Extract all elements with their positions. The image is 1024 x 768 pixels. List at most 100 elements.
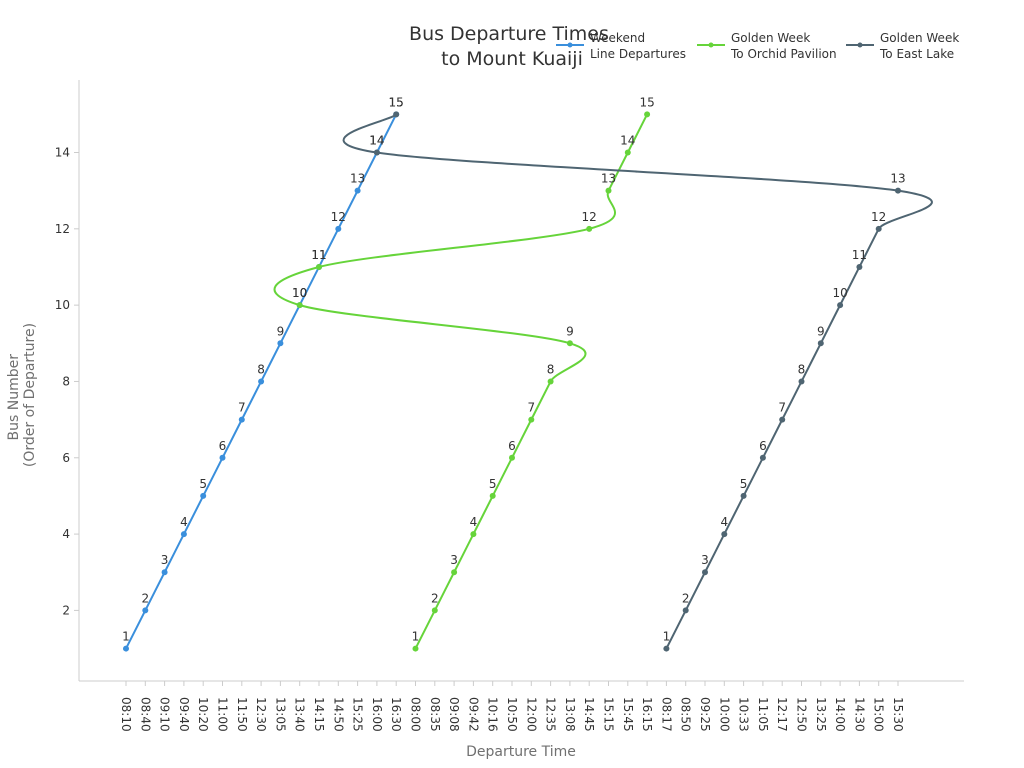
- data-point: [123, 645, 129, 652]
- x-tick-label: 12:35: [544, 697, 558, 732]
- data-label: 10: [292, 286, 307, 300]
- x-tick-label: 11:00: [216, 697, 230, 732]
- x-tick-label: 08:00: [409, 697, 423, 732]
- data-label: 3: [701, 553, 709, 567]
- data-label: 8: [257, 362, 265, 376]
- data-point: [875, 225, 882, 232]
- data-label: 13: [350, 172, 365, 186]
- legend-item-3: Golden Week To East Lake: [846, 31, 959, 61]
- x-tick-label: 11:50: [235, 697, 249, 732]
- data-label: 10: [832, 286, 847, 300]
- x-tick-label: 13:25: [814, 697, 828, 732]
- data-point: [528, 416, 535, 423]
- x-tick-label: 10:00: [717, 697, 731, 732]
- y-tick-label: 2: [62, 603, 70, 617]
- x-axis-title: Departure Time: [466, 744, 576, 760]
- x-tick-label: 08:40: [138, 697, 152, 732]
- data-point: [470, 531, 477, 538]
- legend-item-2: Golden Week To Orchid Pavilion: [697, 31, 837, 61]
- svg-text:Bus Number (Order of Dep: Bus Number (Order of Departure): [6, 323, 38, 467]
- x-tick-label: 08:17: [659, 697, 673, 732]
- data-label: 1: [663, 630, 671, 644]
- data-label: 5: [740, 477, 748, 491]
- data-label: 8: [798, 362, 806, 376]
- data-label: 11: [311, 248, 326, 262]
- y-tick-label: 10: [55, 298, 70, 312]
- data-point: [373, 149, 380, 156]
- data-point: [798, 378, 805, 385]
- x-tick-label: 12:50: [795, 697, 809, 732]
- x-tick-label: 14:00: [833, 697, 847, 732]
- data-label: 4: [720, 515, 728, 529]
- data-label: 2: [682, 591, 690, 605]
- x-tick-label: 09:25: [698, 697, 712, 732]
- data-label: 14: [369, 134, 384, 148]
- x-tick-label: 15:25: [351, 697, 365, 732]
- chart-title-line-2: to Mount Kuaiji: [441, 48, 583, 70]
- x-tick-label: 12:17: [775, 697, 789, 732]
- y-tick-label: 8: [62, 374, 70, 388]
- data-label: 7: [527, 401, 535, 415]
- data-point: [412, 645, 419, 652]
- data-point: [258, 378, 265, 385]
- data-point: [354, 187, 361, 194]
- data-label: 3: [161, 553, 169, 567]
- data-point: [238, 416, 245, 423]
- series: [123, 111, 933, 652]
- legend-marker: [567, 42, 573, 48]
- data-point: [682, 607, 689, 614]
- data-label: 8: [547, 362, 555, 376]
- y-axis-title: Bus Number (Order of Departure): [6, 323, 38, 467]
- data-label: 4: [180, 515, 188, 529]
- data-label: 5: [199, 477, 207, 491]
- x-tick-label: 15:00: [872, 697, 886, 732]
- legend-label: Golden Week: [731, 31, 810, 45]
- data-label: 7: [238, 401, 246, 415]
- data-point: [702, 569, 708, 576]
- data-point: [509, 454, 515, 461]
- data-point: [180, 531, 187, 538]
- data-label: 13: [890, 172, 905, 186]
- data-point: [721, 531, 728, 538]
- x-tick-label: 15:30: [891, 697, 905, 732]
- data-point: [335, 225, 342, 232]
- data-point: [296, 302, 303, 309]
- data-point: [837, 302, 844, 309]
- series-line-3: [342, 113, 933, 650]
- y-tick-label: 14: [55, 146, 70, 160]
- data-point: [566, 340, 573, 347]
- data-point: [759, 454, 766, 461]
- x-tick-label: 12:30: [254, 697, 268, 732]
- x-tick-label: 09:08: [447, 697, 461, 732]
- x-tick-label: 15:15: [602, 697, 616, 732]
- data-label: 6: [508, 439, 516, 453]
- data-label: 15: [639, 95, 654, 109]
- x-tick-label: 12:00: [524, 697, 538, 732]
- data-label: 2: [431, 591, 439, 605]
- x-tick-label: 14:30: [852, 697, 866, 732]
- data-label: 9: [817, 324, 825, 338]
- data-point: [489, 492, 496, 499]
- legend-item-1: Weekend Line Departures: [556, 31, 686, 61]
- data-labels: 1234567891011121314151234567891011121314…: [122, 95, 905, 643]
- data-label: 4: [470, 515, 478, 529]
- x-tick-label: 16:15: [640, 697, 654, 732]
- x-ticks: 08:10 08:40 09:10 09:40 10:20 11:00 11:50 12:30…: [119, 681, 905, 732]
- legend-label: Weekend: [590, 31, 645, 45]
- y-tick-label: 12: [55, 222, 70, 236]
- data-point: [644, 111, 651, 118]
- data-point: [142, 607, 149, 614]
- data-point: [817, 340, 824, 347]
- data-point: [277, 340, 284, 347]
- y-tick-label: 6: [62, 451, 70, 465]
- data-label: 6: [759, 439, 767, 453]
- x-tick-label: 08:10: [119, 697, 133, 732]
- x-tick-label: 09:42: [466, 697, 480, 732]
- series-line-2: [273, 113, 648, 650]
- x-tick-label: 10:33: [737, 697, 751, 732]
- data-point: [431, 607, 438, 614]
- data-point: [451, 569, 458, 576]
- data-label: 10: [292, 286, 307, 300]
- legend-label: Golden Week: [880, 31, 959, 45]
- data-label: 7: [778, 401, 786, 415]
